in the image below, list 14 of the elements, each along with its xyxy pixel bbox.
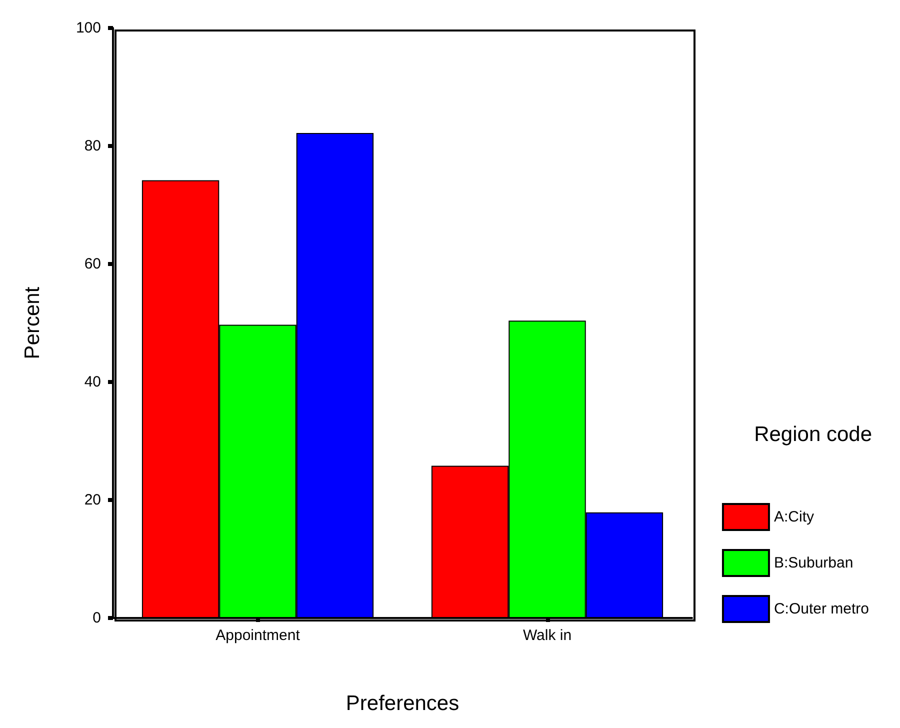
y-tick-label: 20 xyxy=(84,492,101,508)
y-tick-label: 100 xyxy=(76,20,101,36)
legend-label: C:Outer metro xyxy=(774,600,870,618)
legend-label: A:City xyxy=(774,508,814,526)
y-tick-label: 40 xyxy=(84,374,101,390)
legend-label: B:Suburban xyxy=(774,554,854,572)
y-tick-label: 60 xyxy=(84,256,101,272)
x-axis-title: Preferences xyxy=(346,692,460,715)
y-tick-label: 0 xyxy=(92,610,101,626)
y-tick-label: 80 xyxy=(84,138,101,154)
legend-title: Region code xyxy=(754,423,872,446)
y-axis-title: Percent xyxy=(21,286,44,360)
x-tick-label: Appointment xyxy=(216,627,301,644)
x-tick-label: Walk in xyxy=(522,627,572,644)
